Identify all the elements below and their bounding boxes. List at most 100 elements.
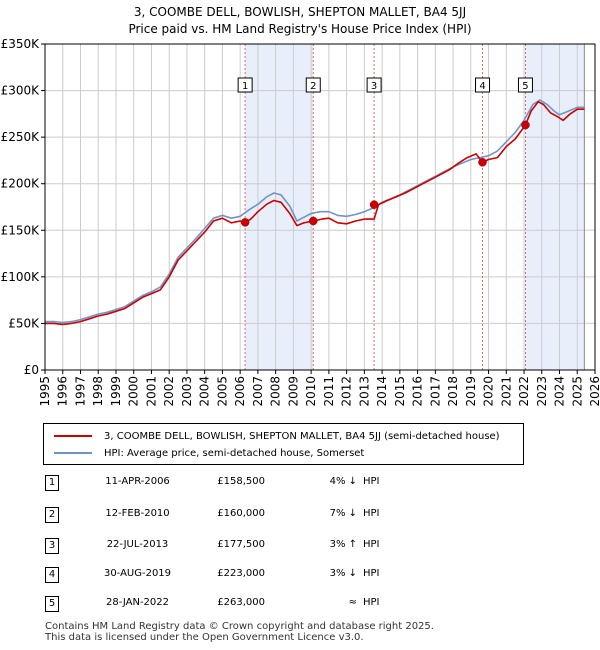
x-tick-label: 1995 (38, 376, 52, 407)
sale-markers: 1 2 3 4 5 (237, 77, 533, 227)
x-tick-label: 2020 (482, 376, 496, 407)
sale-label-box (517, 77, 533, 93)
legend-swatch-hpi (54, 452, 92, 454)
y-tick-label: £150K (1, 223, 41, 237)
transaction-number: 4 (45, 567, 59, 583)
grid (44, 43, 596, 371)
price-chart: 1 2 3 4 5 £0 £50K £100K £150K £200K £250K £300K £35… (1, 37, 600, 407)
x-tick-label: 2019 (464, 376, 478, 407)
y-tick-label: £0 (24, 363, 39, 377)
sale-marker (369, 200, 379, 209)
x-tick-label: 2010 (304, 376, 318, 407)
x-tick-label: 2023 (535, 376, 549, 407)
chart-title-line1: 3, COOMBE DELL, BOWLISH, SHEPTON MALLET,… (133, 5, 467, 19)
sale-label-box (475, 77, 491, 93)
x-tick-label: 2000 (127, 376, 141, 407)
sale-period-shading (245, 44, 585, 370)
x-tick-label: 2014 (375, 376, 389, 407)
sale-label: 5 (522, 81, 528, 92)
transaction-date: 28-JAN-2022 (105, 597, 170, 608)
y-tick-label: £200K (1, 177, 41, 191)
x-tick-label: 2008 (269, 376, 283, 407)
transaction-number: 5 (45, 596, 59, 612)
transaction-price: £177,500 (217, 539, 265, 550)
legend: 3, COOMBE DELL, BOWLISH, SHEPTON MALLET,… (43, 423, 524, 465)
legend-item-hpi: HPI: Average price, semi-detached house,… (54, 444, 364, 462)
transaction-date: 12-FEB-2010 (105, 508, 170, 519)
x-tick-label: 2002 (162, 376, 176, 407)
sale-label-box (366, 77, 382, 93)
sale-marker (240, 218, 250, 227)
transaction-price: £160,000 (217, 508, 265, 519)
x-tick-label: 2017 (428, 376, 442, 407)
transaction-hpi-label: HPI (363, 539, 380, 550)
x-tick-label: 2005 (215, 376, 229, 407)
x-tick-label: 2004 (198, 376, 212, 407)
transaction-hpi-diff: 3% ↓ (329, 568, 357, 579)
y-tick-label: £300K (1, 84, 41, 98)
shaded-period (245, 44, 314, 370)
transaction-date: 11-APR-2006 (105, 476, 170, 487)
x-tick-label: 2015 (393, 376, 407, 407)
x-tick-label: 2022 (517, 376, 531, 407)
sale-marker (521, 120, 530, 130)
legend-label-price: 3, COOMBE DELL, BOWLISH, SHEPTON MALLET,… (104, 430, 500, 442)
x-tick-label: 2024 (553, 376, 567, 407)
transaction-number: 2 (45, 507, 59, 523)
x-tick-label: 2016 (411, 376, 425, 407)
transaction-price: £223,000 (217, 568, 265, 579)
sale-label: 1 (242, 81, 248, 92)
y-tick-label: £50K (8, 316, 40, 330)
series-lines (45, 99, 585, 326)
x-tick-label: 1998 (91, 376, 105, 407)
sale-label: 3 (371, 81, 377, 92)
transaction-date: 30-AUG-2019 (103, 568, 172, 579)
transaction-hpi-label: HPI (363, 508, 380, 519)
x-tick-label: 2006 (233, 376, 247, 407)
x-tick-label: 2021 (499, 376, 513, 407)
sale-marker (478, 158, 487, 167)
transaction-number: 1 (45, 475, 59, 491)
sale-label-box (305, 77, 321, 93)
legend-swatch-price (54, 435, 92, 437)
transaction-hpi-diff: 4% ↓ (329, 476, 357, 487)
x-tick-label: 2003 (180, 376, 194, 407)
footer-copyright: Contains HM Land Registry data © Crown c… (45, 621, 434, 632)
plot-border (44, 43, 596, 371)
legend-label-hpi: HPI: Average price, semi-detached house,… (104, 447, 365, 459)
x-tick-label: 2025 (570, 376, 584, 407)
transaction-date: 22-JUL-2013 (106, 539, 169, 550)
sale-label: 4 (479, 81, 485, 92)
x-tick-label: 2007 (251, 376, 265, 407)
transaction-hpi-diff: ≈ (348, 597, 357, 608)
series-line-price (45, 100, 585, 326)
y-tick-label: £350K (1, 37, 41, 51)
sale-label-box (237, 77, 253, 93)
x-tick-label: 2013 (357, 376, 371, 407)
transaction-number: 3 (45, 538, 59, 554)
transaction-price: £158,500 (217, 476, 265, 487)
plot-frame (44, 43, 596, 371)
y-tick-label: £250K (1, 130, 41, 144)
transaction-hpi-label: HPI (363, 597, 380, 608)
transaction-price: £263,000 (217, 597, 265, 608)
transaction-hpi-diff: 3% ↑ (329, 539, 357, 550)
footer: Contains HM Land Registry data © Crown c… (45, 621, 434, 643)
x-tick-label: 2018 (446, 376, 460, 407)
shaded-period (525, 44, 585, 370)
y-axis: £0 £50K £100K £150K £200K £250K £300K £350K (1, 37, 45, 377)
transaction-hpi-label: HPI (363, 568, 380, 579)
x-tick-label: 2001 (144, 376, 158, 407)
transaction-hpi-diff: 7% ↓ (329, 508, 357, 519)
x-axis: 1995 1996 1997 1998 1999 2000 2001 2002 2003 2004… (38, 370, 600, 407)
x-tick-label: 1999 (109, 376, 123, 407)
transaction-hpi-label: HPI (363, 476, 380, 487)
x-tick-label: 2012 (340, 376, 354, 407)
x-tick-label: 1996 (56, 376, 70, 407)
sale-marker (309, 216, 318, 226)
legend-item-price: 3, COOMBE DELL, BOWLISH, SHEPTON MALLET,… (54, 427, 500, 445)
x-tick-label: 2011 (322, 376, 336, 407)
series-line-hpi (45, 99, 585, 324)
y-tick-label: £100K (1, 270, 41, 284)
x-tick-label: 2009 (286, 376, 300, 407)
